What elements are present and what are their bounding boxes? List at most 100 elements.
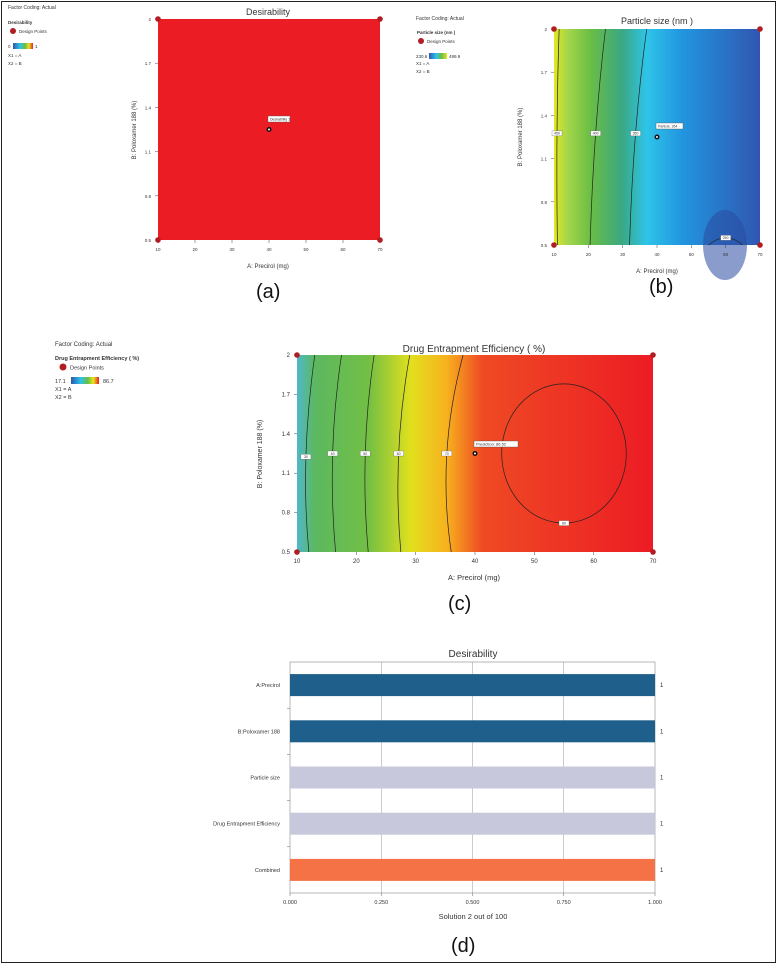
panel-c-x-tick-label: 20	[353, 559, 360, 565]
panel-b-y-tick-label: 0.5	[541, 243, 548, 248]
panel-d-bar	[290, 674, 655, 697]
panel-c-y-tick-label: 2	[287, 353, 291, 359]
panel-b-factor-coding: Factor Coding: Actual	[416, 16, 464, 22]
panel-c-title: Drug Entrapment Efficiency ( %)	[403, 344, 546, 355]
panel-b-xlabel: A: Precirol (mg)	[636, 269, 678, 275]
svg-text:Particle: 264: Particle: 264	[658, 125, 678, 129]
panel-b-design-point	[551, 242, 557, 248]
panel-d-bar	[290, 858, 655, 881]
panel-c-letter: (c)	[448, 593, 472, 615]
panel-d-x-tick-label: 0.250	[374, 900, 388, 906]
panel-d-category-label: B:Poloxamer 188	[238, 729, 280, 735]
panel-a-x-tick-label: 60	[340, 247, 346, 252]
panel-d-bar	[290, 812, 655, 835]
panel-a-ylabel: B: Poloxamer 188 (%)	[132, 101, 138, 160]
panel-a-design-point	[155, 16, 161, 22]
panel-c-design-point	[650, 549, 656, 555]
panel-c-legend-colorbar	[71, 377, 99, 384]
panel-c: Factor Coding: Actual Drug Entrapment Ef…	[55, 342, 657, 582]
panel-c-y-tick-label: 1.1	[282, 471, 291, 477]
panel-b-x-tick-label: 10	[551, 252, 557, 257]
panel-c-x-tick-label: 40	[472, 559, 479, 565]
panel-b-ylabel: B: Poloxamer 188 (%)	[518, 108, 524, 167]
panel-a-y-tick-label: 0.5	[145, 238, 152, 243]
svg-text:Desirability 1: Desirability 1	[270, 118, 290, 122]
panel-a-legend-max: 1	[35, 44, 38, 49]
panel-c-xlabel: A: Precirol (mg)	[448, 573, 501, 582]
panel-b-letter: (b)	[649, 276, 674, 298]
panel-b-x2: X2 = B	[416, 69, 430, 74]
panel-b-contour-label: 450	[554, 132, 560, 136]
panel-d-category-label: A:Precirol	[256, 683, 280, 689]
panel-b-contour-label: 400	[593, 132, 599, 136]
panel-c-x-tick-label: 30	[412, 559, 419, 565]
panel-c-design-point	[294, 549, 300, 555]
panel-b-prediction-flag: Particle: 264	[655, 122, 684, 130]
panel-d-value-label: 1	[660, 776, 664, 782]
panel-b-min-region	[703, 210, 747, 280]
panel-d-letter: (d)	[451, 935, 476, 957]
panel-b-legend-title: Particle size (nm )	[417, 30, 456, 35]
panel-c-legend-title: Drug Entrapment Efficiency ( %)	[55, 356, 139, 362]
panel-d-bar	[290, 766, 655, 789]
panel-a-letter: (a)	[256, 281, 281, 303]
panel-c-x2: X2 = B	[55, 395, 72, 401]
panel-d-title: Desirability	[449, 649, 498, 660]
panel-d-x-tick-label: 0.750	[557, 900, 571, 906]
panel-a-y-tick-label: 1.7	[145, 61, 152, 66]
panel-d-value-label: 1	[660, 683, 664, 689]
panel-c-legend-point-icon	[59, 363, 67, 371]
panel-c-y-tick-label: 0.8	[282, 511, 291, 517]
panel-b-y-tick-label: 0.8	[541, 200, 548, 205]
panel-b-x1: X1 = A	[416, 61, 429, 66]
panel-c-contour-label: 40	[331, 452, 335, 456]
panel-a-legend-colorbar	[13, 43, 33, 49]
panel-d: Desirability A:Precirol 1 B:Poloxamer 188 1…	[213, 649, 664, 921]
panel-a-factor-coding: Factor Coding: Actual	[8, 5, 56, 11]
panel-c-ylabel: B: Poloxamer 188 (%)	[257, 420, 264, 488]
panel-c-contour-label: 50	[363, 452, 367, 456]
panel-b-x-tick-label: 40	[654, 252, 660, 257]
panel-d-value-label: 1	[660, 729, 664, 735]
panel-a-x-tick-label: 20	[192, 247, 198, 252]
panel-c-y-tick-label: 1.4	[282, 432, 291, 438]
panel-a-x2: X2 = B	[8, 61, 22, 66]
panel-c-legend-min: 17.1	[55, 379, 66, 385]
panel-c-legend-max: 86.7	[103, 379, 114, 385]
panel-a-xlabel: A: Precirol (mg)	[247, 264, 289, 270]
panel-b-title: Particle size (nm )	[621, 16, 693, 26]
panel-d-x-tick-label: 0.000	[283, 900, 297, 906]
panel-d-category-label: Combined	[255, 868, 280, 874]
panel-a-x-tick-label: 50	[303, 247, 309, 252]
panel-a-y-tick-label: 1.1	[145, 150, 152, 155]
panel-b-x-tick-label: 30	[620, 252, 626, 257]
panel-b-x-tick-label: 20	[586, 252, 592, 257]
panel-b: Factor Coding: Actual Particle size (nm …	[416, 16, 763, 280]
panel-a-y-tick-label: 2	[148, 17, 151, 22]
panel-a-legend-title: Desirability	[8, 20, 33, 25]
panel-a-x-tick-label: 70	[377, 247, 383, 252]
panel-a-y-tick-label: 1.4	[145, 105, 152, 110]
panel-c-legend-points: Design Points	[70, 366, 104, 372]
panel-d-x-tick-label: 1.000	[648, 900, 662, 906]
panel-b-x-tick-label: 70	[757, 252, 763, 257]
panel-b-design-point	[757, 26, 763, 32]
panel-d-category-label: Drug Entrapment Efficiency	[213, 822, 280, 828]
panel-c-design-point	[650, 352, 656, 358]
panel-c-x1: X1 = A	[55, 387, 72, 393]
panel-a-x-tick-label: 30	[229, 247, 235, 252]
panel-a-legend-point-icon	[10, 28, 16, 34]
panel-c-x-tick-label: 10	[294, 559, 301, 565]
panel-c-prediction-flag: Prediction: 86.52	[473, 440, 519, 448]
panel-c-contour-label: 60	[397, 452, 401, 456]
panel-b-legend-min: 230.6	[416, 54, 428, 59]
panel-c-x-tick-label: 70	[650, 559, 657, 565]
panel-a-y-tick-label: 0.8	[145, 194, 152, 199]
panel-a-x-tick-label: 10	[155, 247, 161, 252]
panel-b-design-point	[757, 242, 763, 248]
panel-a-x1: X1 = A	[8, 53, 21, 58]
panel-b-y-tick-label: 1.4	[541, 113, 548, 118]
svg-text:Prediction: 86.52: Prediction: 86.52	[476, 442, 507, 447]
